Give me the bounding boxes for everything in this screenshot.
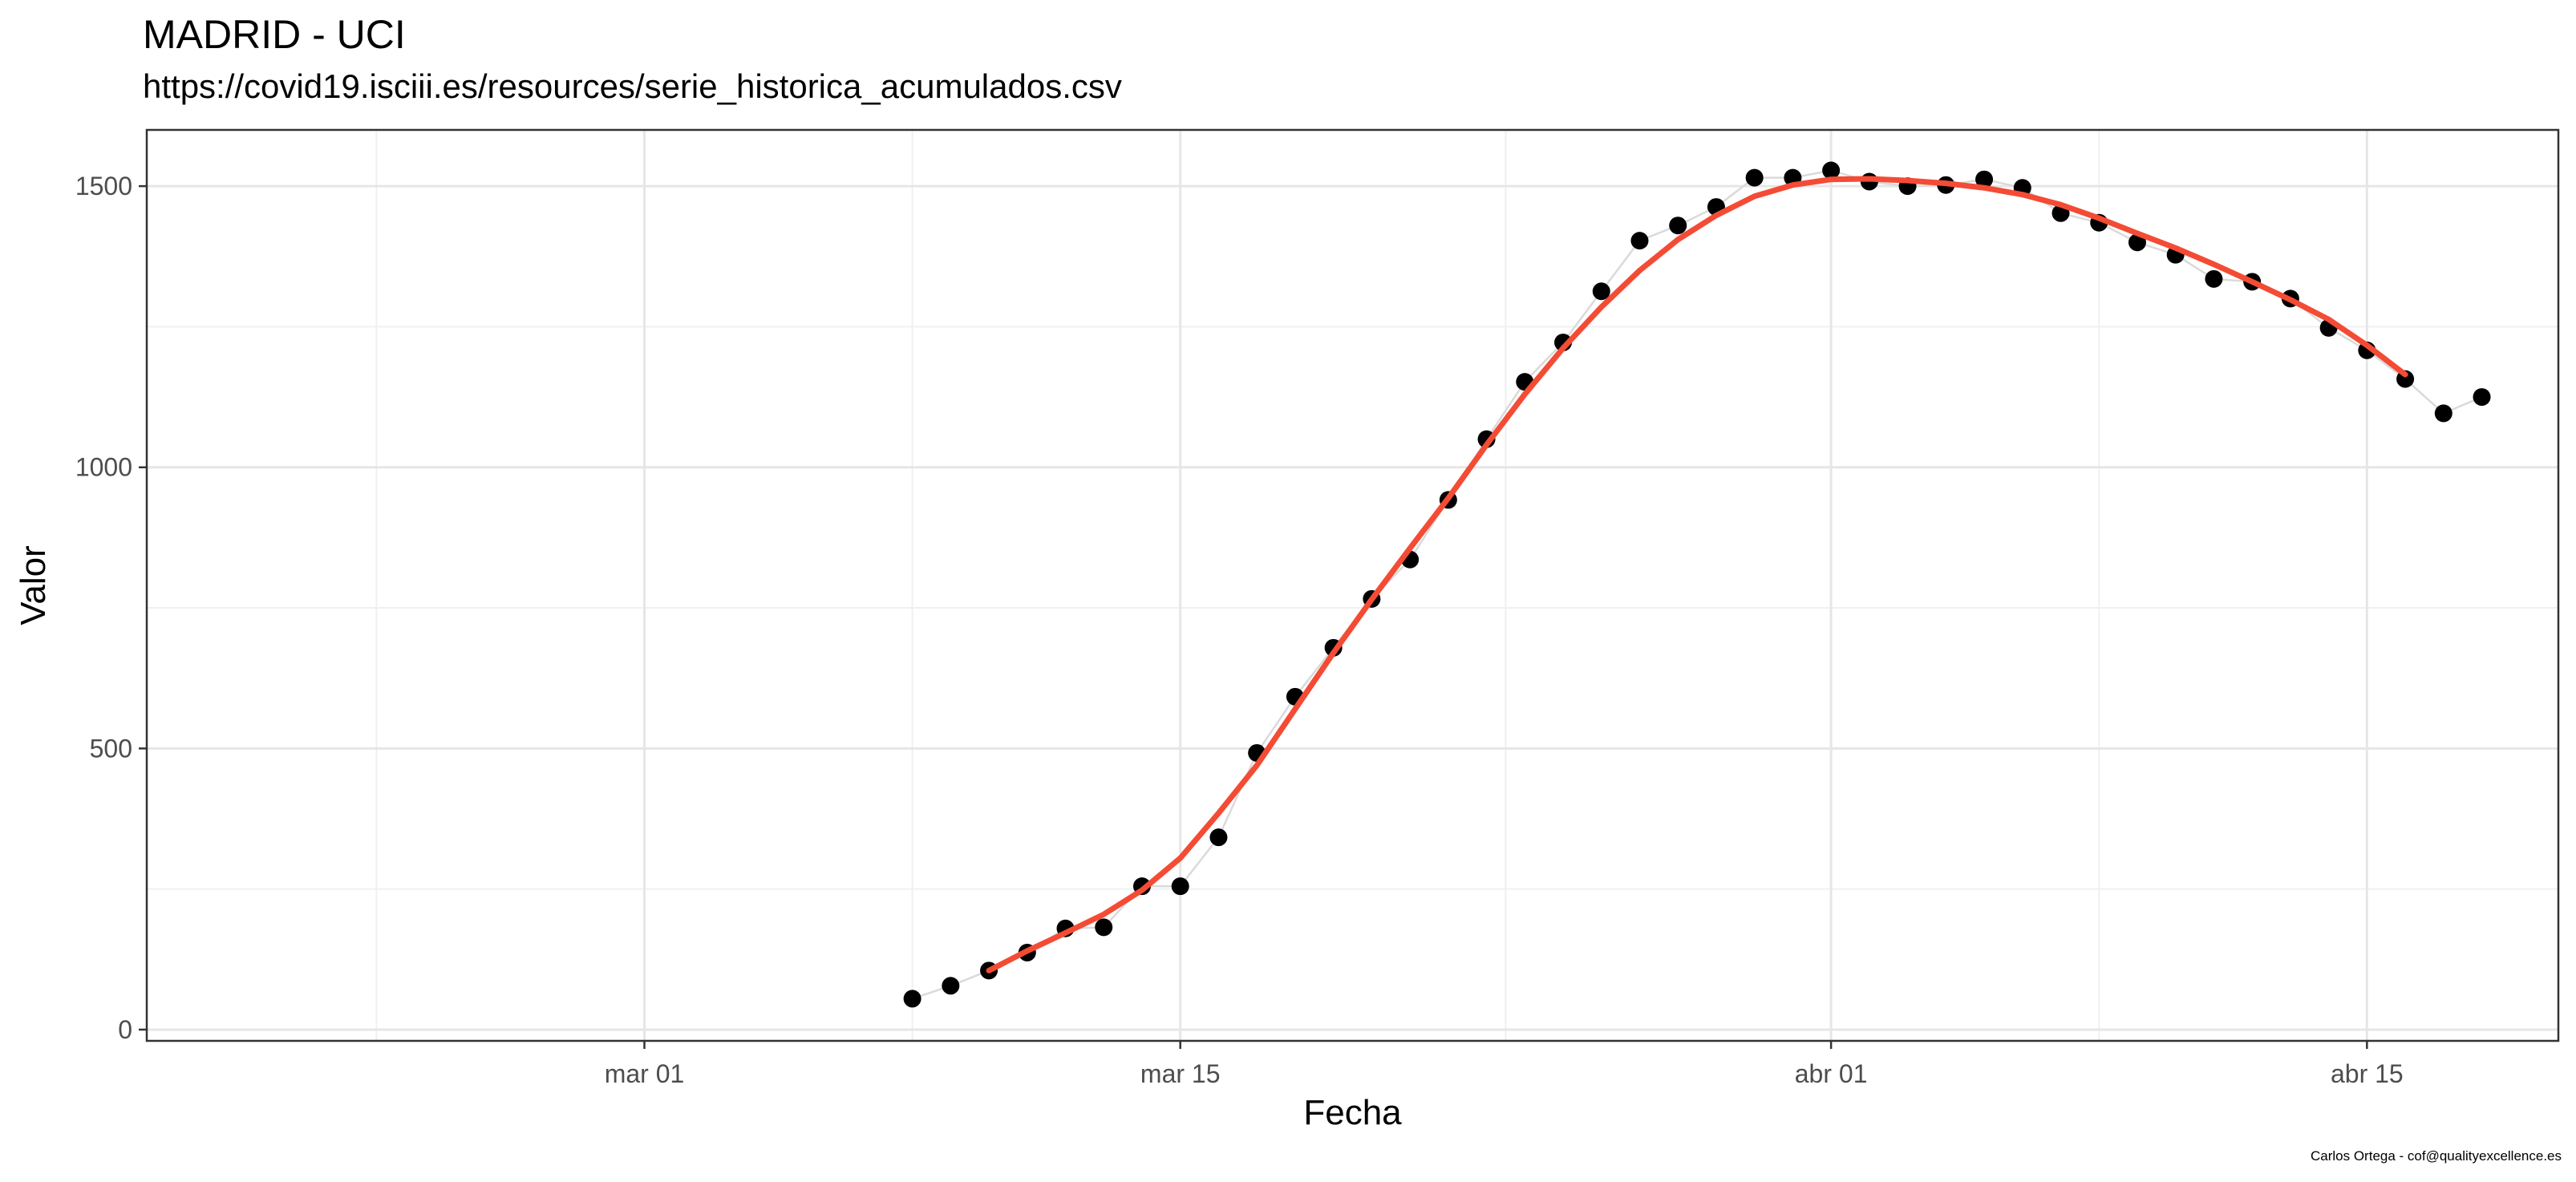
data-point bbox=[2473, 388, 2491, 407]
y-tick-label: 0 bbox=[118, 1015, 132, 1044]
data-point bbox=[1095, 918, 1113, 937]
data-point bbox=[1975, 170, 1994, 188]
plot-border bbox=[145, 128, 2560, 1042]
smooth-trend-line bbox=[986, 176, 2408, 974]
x-tick-label: abr 01 bbox=[1795, 1059, 1868, 1088]
y-tick-label: 500 bbox=[90, 734, 132, 763]
x-tick-label: mar 15 bbox=[1140, 1059, 1221, 1088]
data-point bbox=[1669, 217, 1687, 235]
data-point bbox=[1745, 168, 1764, 187]
chart-title: MADRID - UCI bbox=[143, 12, 406, 57]
data-point bbox=[1592, 282, 1610, 301]
x-tick-label: abr 15 bbox=[2331, 1059, 2404, 1088]
data-point bbox=[1209, 828, 1228, 847]
chart-caption: Carlos Ortega - cof@qualityexcellence.es bbox=[2310, 1148, 2562, 1164]
y-axis-title: Valor bbox=[14, 545, 53, 625]
data-point bbox=[1822, 161, 1841, 180]
data-point bbox=[942, 977, 960, 995]
data-point bbox=[2434, 404, 2452, 423]
plot-panel bbox=[147, 130, 2558, 1041]
chart-subtitle: https://covid19.isciii.es/resources/seri… bbox=[143, 67, 1122, 105]
y-tick-label: 1000 bbox=[75, 453, 132, 482]
data-point bbox=[1630, 232, 1649, 250]
x-axis-title: Fecha bbox=[1303, 1093, 1402, 1132]
data-point bbox=[903, 990, 921, 1008]
y-tick-label: 1500 bbox=[75, 172, 132, 200]
data-point bbox=[2205, 269, 2223, 288]
x-tick-label: mar 01 bbox=[605, 1059, 685, 1088]
data-point bbox=[1171, 877, 1189, 896]
